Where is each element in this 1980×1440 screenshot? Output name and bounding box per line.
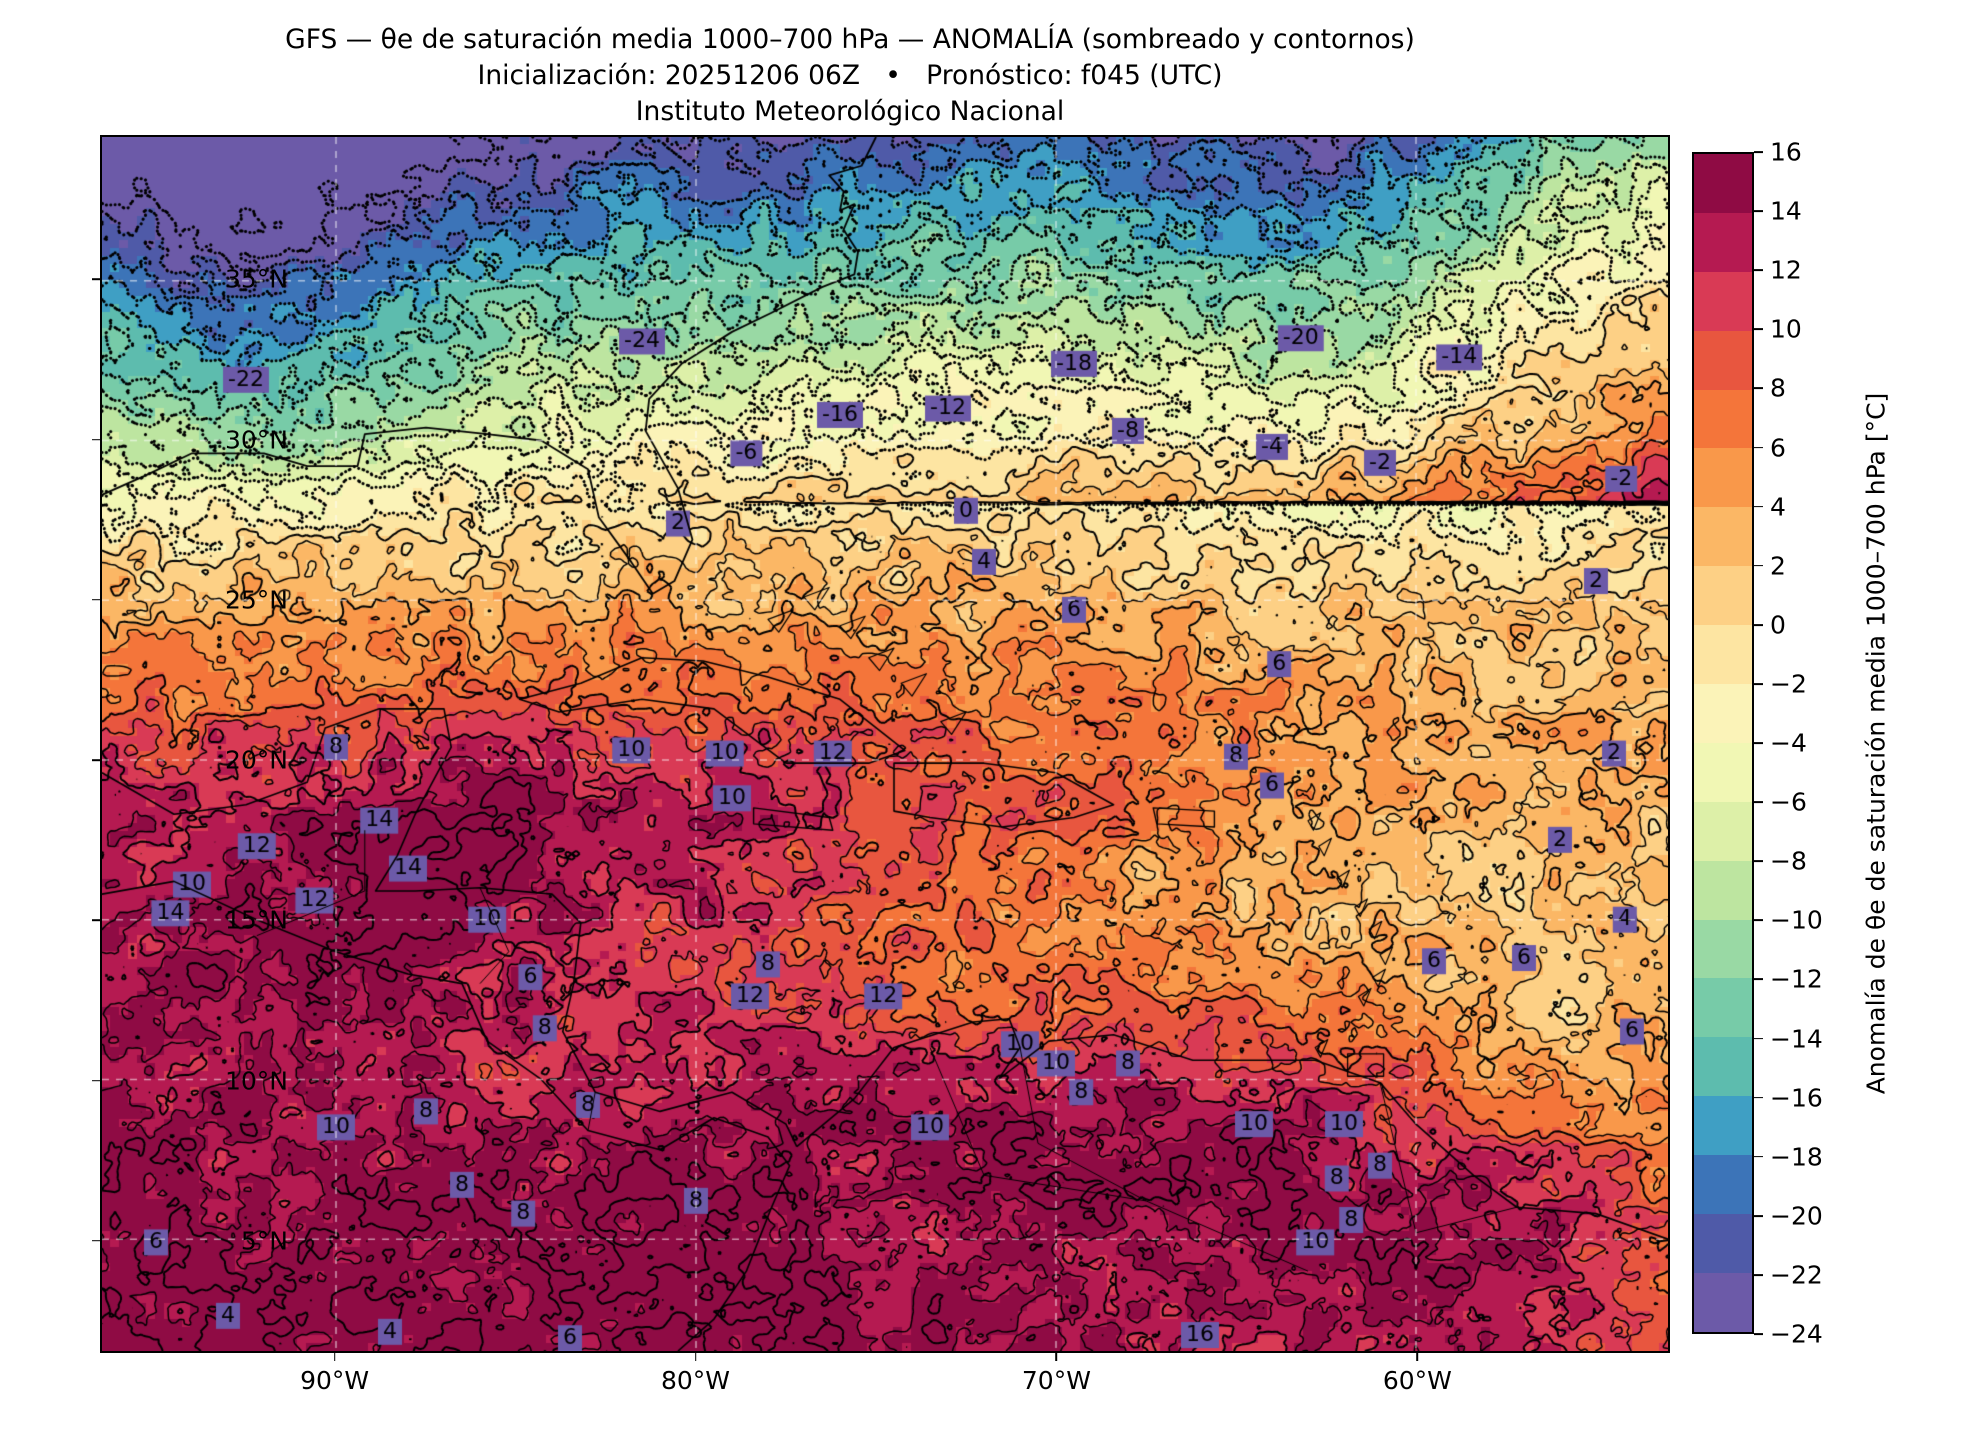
colorbar-tick-label: −2 bbox=[1770, 669, 1807, 699]
colorbar-tick-label: 16 bbox=[1770, 137, 1802, 167]
y-axis-tick-mark bbox=[92, 759, 100, 761]
x-axis-tick-mark bbox=[333, 1353, 336, 1361]
colorbar-tick-mark bbox=[1754, 1155, 1763, 1158]
y-axis-tick-mark bbox=[92, 1079, 100, 1082]
colorbar-segment bbox=[1694, 1037, 1752, 1097]
colorbar-tick-mark bbox=[1754, 387, 1763, 390]
x-axis-tick-label: 70°W bbox=[1021, 1366, 1091, 1395]
y-axis-tick-label: 5°N bbox=[240, 1226, 288, 1256]
colorbar-segment bbox=[1694, 1272, 1752, 1332]
colorbar-tick-mark bbox=[1754, 328, 1763, 331]
colorbar-segment bbox=[1694, 978, 1752, 1038]
anomaly-field-canvas bbox=[102, 137, 1668, 1351]
colorbar-segment bbox=[1694, 919, 1752, 979]
colorbar-segment bbox=[1694, 389, 1752, 449]
colorbar-segment bbox=[1694, 684, 1752, 743]
colorbar-tick-label: −24 bbox=[1770, 1319, 1823, 1349]
colorbar-tick-mark bbox=[1754, 1037, 1763, 1040]
x-axis-tick-mark bbox=[694, 1353, 697, 1361]
colorbar-tick-label: 8 bbox=[1770, 373, 1786, 403]
colorbar-tick-mark bbox=[1754, 978, 1763, 981]
colorbar-segment bbox=[1694, 154, 1752, 213]
colorbar-segment bbox=[1694, 625, 1752, 685]
y-axis-tick-label: 15°N bbox=[224, 905, 288, 935]
colorbar-tick-mark bbox=[1754, 1214, 1763, 1217]
colorbar bbox=[1692, 152, 1754, 1334]
x-axis-tick-label: 90°W bbox=[300, 1366, 370, 1395]
colorbar-tick-mark bbox=[1754, 1096, 1763, 1099]
colorbar-segment bbox=[1694, 1214, 1752, 1273]
y-axis-tick-mark bbox=[92, 438, 100, 441]
colorbar-tick-label: −20 bbox=[1770, 1201, 1823, 1231]
y-axis-tick-label: 20°N bbox=[224, 745, 288, 775]
x-axis-tick-mark bbox=[1416, 1353, 1419, 1361]
y-axis-tick-mark bbox=[92, 919, 100, 922]
y-axis-tick-mark bbox=[92, 278, 100, 281]
colorbar-tick-mark bbox=[1754, 682, 1763, 685]
y-axis-tick-label: 25°N bbox=[224, 585, 288, 615]
colorbar-tick-label: −22 bbox=[1770, 1260, 1823, 1290]
colorbar-segment bbox=[1694, 1155, 1752, 1215]
colorbar-tick-label: −8 bbox=[1770, 846, 1807, 876]
figure-title-line-3: Instituto Meteorológico Nacional bbox=[635, 96, 1065, 127]
colorbar-segment bbox=[1694, 801, 1752, 861]
colorbar-tick-label: 0 bbox=[1770, 610, 1786, 640]
colorbar-tick-mark bbox=[1754, 210, 1763, 212]
colorbar-tick-mark bbox=[1754, 1273, 1763, 1276]
colorbar-tick-label: −10 bbox=[1770, 905, 1823, 935]
y-axis-tick-mark bbox=[92, 598, 100, 601]
map-axes bbox=[100, 135, 1670, 1353]
x-axis-tick-label: 60°W bbox=[1382, 1366, 1452, 1395]
colorbar-tick-mark bbox=[1754, 446, 1763, 449]
colorbar-tick-mark bbox=[1754, 919, 1763, 922]
figure-title-block: GFS — θe de saturación media 1000–700 hP… bbox=[0, 22, 1700, 130]
colorbar-segment bbox=[1694, 448, 1752, 508]
figure-title-line-2: Inicialización: 20251206 06Z • Pronóstic… bbox=[477, 60, 1223, 91]
colorbar-tick-label: 14 bbox=[1770, 196, 1802, 226]
colorbar-tick-mark bbox=[1754, 151, 1763, 153]
colorbar-tick-mark bbox=[1754, 860, 1763, 863]
colorbar-tick-mark bbox=[1754, 1333, 1763, 1335]
colorbar-segment bbox=[1694, 1096, 1752, 1156]
colorbar-tick-label: 6 bbox=[1770, 433, 1786, 462]
colorbar-tick-mark bbox=[1754, 742, 1763, 744]
colorbar-segment bbox=[1694, 742, 1752, 802]
figure-title-line-1: GFS — θe de saturación media 1000–700 hP… bbox=[285, 24, 1415, 55]
y-axis-tick-label: 30°N bbox=[224, 425, 288, 454]
colorbar-tick-label: −18 bbox=[1770, 1142, 1823, 1172]
colorbar-segment bbox=[1694, 330, 1752, 390]
colorbar-tick-mark bbox=[1754, 269, 1763, 272]
y-axis-tick-label: 35°N bbox=[224, 264, 288, 294]
colorbar-segment bbox=[1694, 566, 1752, 626]
colorbar-tick-label: −4 bbox=[1770, 728, 1807, 758]
colorbar-segment bbox=[1694, 860, 1752, 920]
colorbar-tick-label: −12 bbox=[1770, 964, 1823, 994]
colorbar-axis-label-text: Anomalía de θe de saturación media 1000–… bbox=[1861, 392, 1891, 1094]
colorbar-segment bbox=[1694, 212, 1752, 272]
colorbar-tick-mark bbox=[1754, 564, 1763, 567]
colorbar-segment bbox=[1694, 271, 1752, 331]
colorbar-tick-mark bbox=[1754, 801, 1763, 803]
colorbar-tick-label: 4 bbox=[1770, 492, 1786, 522]
colorbar-segment bbox=[1694, 507, 1752, 567]
colorbar-tick-label: −6 bbox=[1770, 787, 1807, 817]
colorbar-tick-label: 2 bbox=[1770, 551, 1786, 581]
colorbar-tick-label: −14 bbox=[1770, 1024, 1823, 1053]
colorbar-tick-label: 12 bbox=[1770, 255, 1802, 285]
x-axis-tick-mark bbox=[1055, 1353, 1058, 1361]
y-axis-tick-mark bbox=[92, 1240, 100, 1242]
colorbar-tick-label: 10 bbox=[1770, 314, 1802, 344]
colorbar-axis-label: Anomalía de θe de saturación media 1000–… bbox=[1856, 152, 1896, 1334]
x-axis-tick-label: 80°W bbox=[661, 1366, 731, 1395]
colorbar-tick-mark bbox=[1754, 505, 1763, 508]
y-axis-tick-label: 10°N bbox=[224, 1066, 288, 1096]
colorbar-tick-mark bbox=[1754, 623, 1763, 626]
colorbar-tick-label: −16 bbox=[1770, 1083, 1823, 1113]
